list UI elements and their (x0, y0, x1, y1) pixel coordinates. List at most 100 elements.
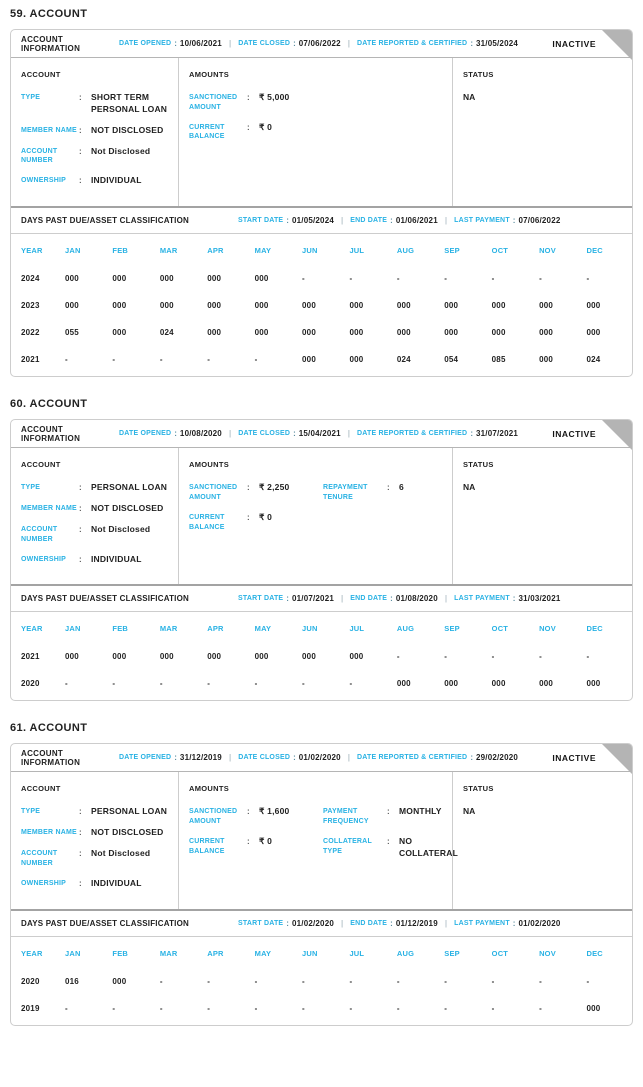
dpd-year-row: 2021 - - - - - 000 000 024 054 085 000 024 (11, 346, 632, 373)
close-corner[interactable]: × (602, 420, 632, 461)
end-date-label: END DATE (350, 217, 388, 225)
dpd-value-cell: 000 (302, 301, 316, 311)
pipe-divider: | (228, 429, 232, 439)
field-row: ACCOUNT NUMBER : Not Disclosed (21, 848, 168, 869)
account-fields: TYPE : SHORT TERM PERSONAL LOAN MEMBER N… (21, 92, 168, 187)
status-badge: INACTIVE (552, 752, 596, 763)
account-column: ACCOUNT TYPE : SHORT TERM PERSONAL LOAN … (11, 58, 179, 207)
start-date-value: 01/05/2024 (291, 216, 335, 226)
dpd-value-cell: - (491, 652, 495, 662)
field-row: TYPE : PERSONAL LOAN (21, 482, 168, 494)
dpd-value-cell: 000 (586, 1003, 601, 1013)
account-fields: TYPE : PERSONAL LOAN MEMBER NAME : NOT D… (21, 806, 168, 889)
month-header: DEC (586, 624, 603, 634)
field-row: OWNERSHIP : INDIVIDUAL (21, 175, 168, 187)
account-info-title: ACCOUNT INFORMATION (21, 748, 81, 767)
field-value: SHORT TERM PERSONAL LOAN (91, 92, 168, 114)
dpd-value-cell: - (159, 976, 163, 986)
field-value: Not Disclosed (91, 848, 151, 859)
status-value: NA (463, 806, 476, 817)
month-header: AUG (396, 246, 415, 256)
dpd-value-cell: - (65, 1003, 68, 1013)
field-label: CURRENT BALANCE (189, 123, 225, 141)
dpd-value-cell: 000 (586, 679, 601, 689)
month-header: NOV (539, 246, 556, 256)
dpd-value-cell: 000 (112, 301, 127, 311)
account-section: 60. ACCOUNT ACCOUNT INFORMATION DATE OPE… (10, 398, 633, 702)
field-label: MEMBER NAME (21, 505, 77, 513)
year-cell: 2020 (21, 679, 40, 689)
dpd-header: DAYS PAST DUE/ASSET CLASSIFICATION START… (11, 208, 632, 235)
year-cell: 2023 (21, 301, 40, 311)
dpd-start-date-field: START DATE : 01/02/2020 (238, 919, 334, 928)
date-opened-value: 10/06/2021 (179, 39, 222, 48)
month-header: OCT (491, 948, 509, 958)
dpd-value-cell: - (65, 355, 68, 365)
month-header: AUG (396, 624, 415, 634)
dpd-last-payment-field: LAST PAYMENT : 01/02/2020 (454, 919, 560, 928)
year-header: YEAR (21, 948, 43, 958)
account-section-title: 61. ACCOUNT (10, 722, 88, 735)
end-date-value: 01/08/2020 (395, 594, 438, 604)
month-header: MAR (159, 624, 178, 634)
colon: : (293, 753, 296, 763)
field-row: CURRENT BALANCE : ₹ 0 (189, 122, 311, 143)
dpd-value-cell: - (444, 1003, 448, 1013)
colon: : (512, 216, 516, 226)
field-row: SANCTIONED AMOUNT : ₹ 1,600 (189, 806, 311, 827)
colon: : (293, 429, 296, 439)
status-value: NA (463, 92, 476, 102)
dpd-value-cell: - (396, 976, 400, 986)
field-value: INDIVIDUAL (91, 175, 142, 186)
month-header: DEC (586, 948, 603, 958)
dpd-months-header-row: YEAR JAN FEB MAR APR MAY JUN JUL AUG SEP OCT NOV DE… (11, 613, 632, 643)
amounts-fields: SANCTIONED AMOUNT : ₹ 5,000 CURRENT BALA… (189, 92, 442, 151)
dpd-last-payment-field: LAST PAYMENT : 07/06/2022 (454, 216, 560, 225)
close-corner[interactable]: × (602, 744, 632, 785)
dpd-value-cell: 000 (396, 679, 411, 689)
status-column: STATUS NA (453, 772, 632, 908)
colon: : (286, 918, 289, 928)
field-colon: : (79, 176, 82, 186)
field-label: ACCOUNT NUMBER (21, 147, 58, 165)
close-icon: × (622, 450, 628, 462)
dpd-table: YEAR JAN FEB MAR APR MAY JUN JUL AUG SEP OCT NOV DE… (11, 235, 632, 373)
field-value: NOT DISCLOSED (91, 827, 164, 838)
field-value: ₹ 0 (259, 121, 273, 132)
date-opened-label: DATE OPENED (119, 40, 172, 47)
date-closed-value: 15/04/2021 (298, 429, 341, 439)
colon: : (293, 39, 296, 48)
dpd-value-cell: - (254, 355, 258, 365)
date-reported-value: 29/02/2020 (475, 753, 519, 763)
start-date-label: START DATE (238, 919, 284, 927)
field-label: TYPE (21, 94, 41, 101)
dpd-value-cell: 000 (65, 301, 79, 311)
month-header: JAN (65, 246, 81, 256)
amounts-fields: SANCTIONED AMOUNT : ₹ 2,250 CURRENT BALA… (189, 482, 442, 541)
field-row: MEMBER NAME : NOT DISCLOSED (21, 125, 168, 137)
field-row: MEMBER NAME : NOT DISCLOSED (21, 503, 168, 515)
close-corner[interactable]: × (602, 30, 632, 71)
dpd-value-cell: - (159, 679, 163, 689)
status-value: NA (463, 482, 476, 493)
field-label: ACCOUNT NUMBER (21, 525, 58, 543)
field-label: SANCTIONED AMOUNT (189, 808, 238, 826)
dpd-value-cell: 000 (539, 355, 554, 365)
dpd-value-cell: 000 (254, 274, 269, 284)
dpd-value-cell: - (207, 976, 211, 986)
field-value: PERSONAL LOAN (91, 482, 168, 493)
dpd-end-date-field: END DATE : 01/08/2020 (350, 594, 438, 603)
account-info-title: ACCOUNT INFORMATION (21, 424, 81, 443)
dpd-value-cell: - (539, 1003, 542, 1013)
pipe-divider: | (228, 39, 232, 48)
amounts-fields-right: REPAYMENT TENURE : 6 (323, 482, 442, 541)
dpd-value-cell: 000 (539, 679, 554, 689)
dpd-year-row: 2019 - - - - - - - - - - - 000 (11, 995, 632, 1022)
status-column: STATUS NA (453, 448, 632, 584)
date-reported-value: 31/07/2021 (475, 429, 519, 439)
field-colon: : (79, 849, 82, 859)
month-header: OCT (491, 246, 509, 256)
field-colon: : (79, 828, 82, 838)
field-label: MEMBER NAME (21, 829, 77, 837)
field-value: PERSONAL LOAN (91, 806, 168, 817)
